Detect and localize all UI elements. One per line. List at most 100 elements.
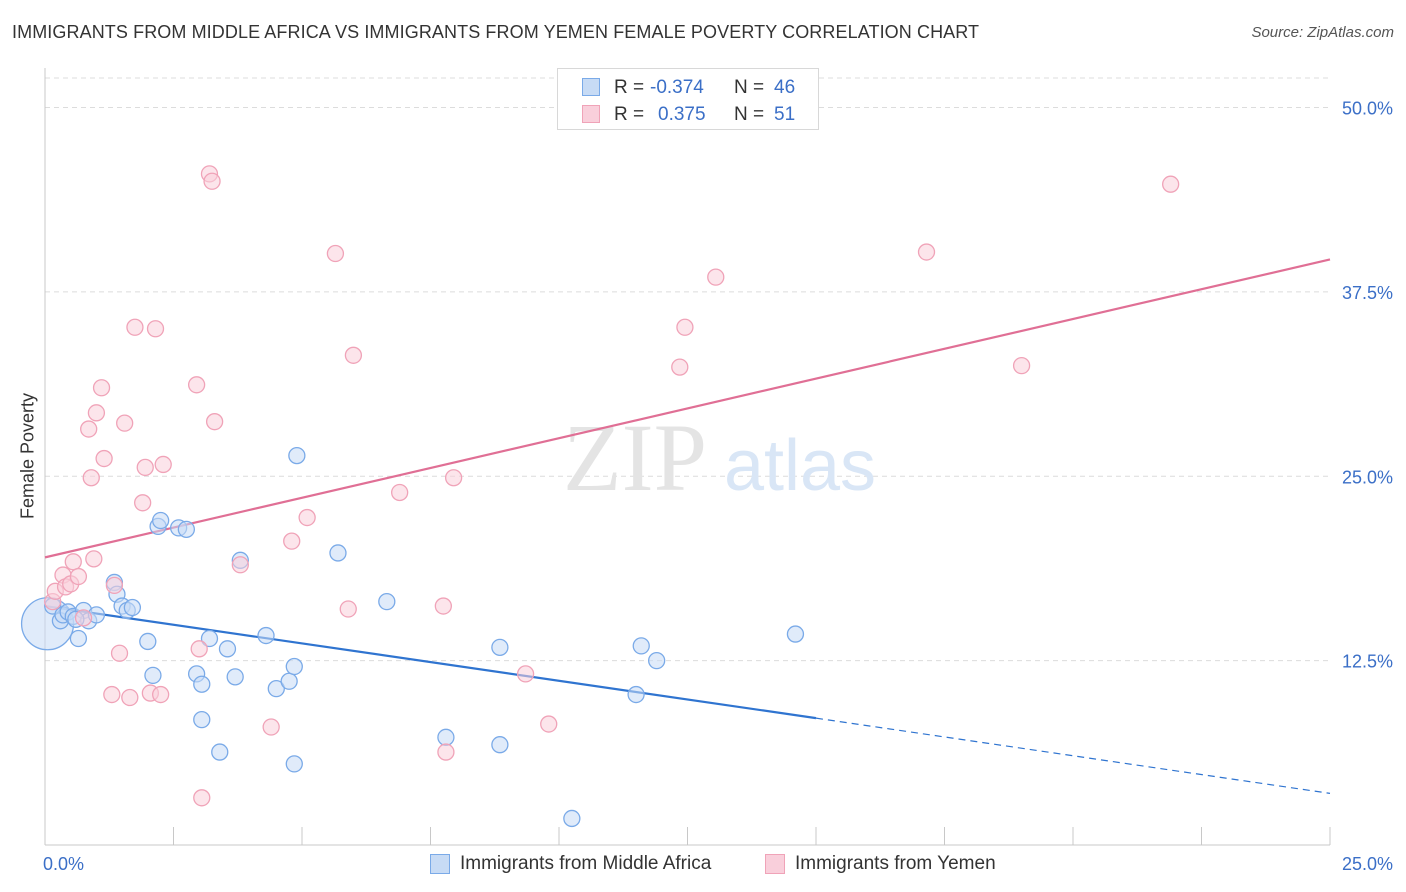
data-point-series-1 bbox=[1012, 356, 1031, 375]
data-point-series-0 bbox=[257, 626, 275, 645]
trend-line-0 bbox=[44, 604, 817, 720]
chart-source: Source: ZipAtlas.com bbox=[1251, 24, 1394, 41]
data-point-series-1 bbox=[339, 600, 357, 618]
data-point-series-0 bbox=[632, 637, 650, 655]
data-point-series-1 bbox=[87, 404, 106, 422]
data-point-series-0 bbox=[144, 666, 162, 685]
data-point-series-0 bbox=[267, 680, 285, 698]
data-point-series-1 bbox=[187, 376, 206, 394]
data-point-series-1 bbox=[516, 665, 535, 683]
data-point-series-1 bbox=[92, 379, 111, 397]
data-point-series-0 bbox=[786, 625, 805, 643]
legend-r-label: R = bbox=[614, 77, 645, 98]
watermark-zip: ZIP bbox=[563, 404, 707, 511]
data-point-series-0 bbox=[226, 668, 244, 686]
data-points bbox=[20, 165, 1180, 828]
data-point-series-0 bbox=[285, 657, 303, 676]
data-point-series-1 bbox=[95, 449, 113, 468]
data-point-series-1 bbox=[326, 244, 345, 263]
data-point-series-1 bbox=[262, 718, 280, 736]
data-point-series-1 bbox=[917, 243, 936, 261]
data-point-series-0 bbox=[288, 446, 306, 465]
legend-swatch-middle-africa bbox=[430, 854, 450, 874]
data-point-series-1 bbox=[676, 318, 694, 336]
data-point-series-0 bbox=[648, 651, 666, 670]
watermark: ZIP atlas bbox=[563, 404, 876, 511]
data-point-series-0 bbox=[280, 672, 298, 690]
axes bbox=[44, 68, 1331, 846]
x-tick-label: 0.0% bbox=[43, 854, 84, 874]
watermark-atlas: atlas bbox=[724, 426, 876, 506]
legend-label-yemen: Immigrants from Yemen bbox=[795, 853, 996, 874]
data-point-series-1 bbox=[121, 688, 139, 707]
data-point-series-0 bbox=[218, 640, 237, 658]
tick-labels: 12.5% 25.0% 37.5% 50.0% 0.0% 25.0% bbox=[43, 99, 1393, 875]
legend-swatch-yemen bbox=[582, 105, 600, 123]
data-point-series-1 bbox=[110, 644, 129, 662]
data-point-series-0 bbox=[193, 675, 211, 693]
data-point-series-1 bbox=[193, 789, 211, 807]
stats-legend: R = -0.374 N = 46 R = 0.375 N = 51 bbox=[557, 68, 819, 130]
data-point-series-1 bbox=[190, 640, 208, 658]
y-axis-label: Female Poverty bbox=[17, 392, 38, 520]
data-point-series-1 bbox=[151, 685, 170, 704]
data-point-series-0 bbox=[378, 592, 396, 611]
data-point-series-1 bbox=[146, 320, 165, 338]
data-point-series-0 bbox=[139, 632, 157, 651]
data-point-series-1 bbox=[205, 413, 224, 431]
y-tick-label: 50.0% bbox=[1342, 99, 1393, 119]
y-tick-label: 25.0% bbox=[1342, 467, 1393, 487]
data-point-series-1 bbox=[105, 576, 124, 595]
data-point-series-1 bbox=[80, 420, 98, 438]
data-point-series-1 bbox=[707, 268, 725, 286]
data-point-series-1 bbox=[126, 318, 144, 336]
data-point-series-0 bbox=[200, 629, 219, 648]
data-point-series-0 bbox=[151, 511, 170, 530]
data-point-series-1 bbox=[69, 567, 88, 586]
data-point-series-1 bbox=[540, 715, 558, 733]
data-point-series-1 bbox=[231, 556, 249, 574]
legend-label-middle-africa: Immigrants from Middle Africa bbox=[460, 853, 712, 874]
legend-r-value: 0.375 bbox=[658, 104, 706, 125]
data-point-series-1 bbox=[444, 469, 463, 487]
data-point-series-1 bbox=[437, 743, 455, 761]
data-point-series-0 bbox=[69, 629, 88, 648]
data-point-series-1 bbox=[116, 414, 134, 432]
data-point-series-1 bbox=[283, 532, 301, 550]
legend-r-label: R = bbox=[614, 104, 645, 125]
data-point-series-1 bbox=[74, 609, 93, 627]
legend-n-value: 46 bbox=[774, 77, 796, 98]
x-tick-label: 25.0% bbox=[1342, 854, 1393, 874]
data-point-series-0 bbox=[627, 685, 645, 704]
trend-line-extension-0 bbox=[815, 717, 1331, 794]
data-point-series-1 bbox=[154, 455, 172, 474]
data-point-series-1 bbox=[298, 508, 316, 527]
y-tick-label: 37.5% bbox=[1342, 283, 1393, 303]
data-point-series-1 bbox=[85, 550, 103, 568]
data-point-series-0 bbox=[491, 736, 509, 754]
data-point-series-1 bbox=[103, 685, 121, 704]
data-point-series-0 bbox=[285, 755, 303, 773]
data-point-series-1 bbox=[391, 483, 409, 502]
legend-r-value: -0.374 bbox=[650, 77, 704, 98]
data-point-series-1 bbox=[64, 553, 82, 571]
data-point-series-0 bbox=[211, 743, 229, 761]
data-point-series-0 bbox=[563, 809, 581, 828]
trend-lines bbox=[44, 258, 1331, 794]
legend-swatch-middle-africa bbox=[582, 78, 600, 96]
data-point-series-1 bbox=[82, 469, 100, 487]
data-point-series-0 bbox=[193, 710, 211, 729]
data-point-series-1 bbox=[203, 172, 221, 190]
data-point-series-1 bbox=[134, 494, 152, 512]
data-point-series-0 bbox=[437, 728, 455, 746]
data-point-series-0 bbox=[329, 544, 347, 562]
y-tick-label: 12.5% bbox=[1342, 652, 1393, 672]
data-point-series-1 bbox=[136, 458, 154, 477]
chart-title: IMMIGRANTS FROM MIDDLE AFRICA VS IMMIGRA… bbox=[12, 22, 980, 42]
legend-n-label: N = bbox=[734, 77, 765, 98]
data-point-series-0 bbox=[491, 638, 509, 656]
data-point-series-1 bbox=[344, 346, 363, 364]
data-point-series-0 bbox=[177, 520, 196, 538]
legend-swatch-yemen bbox=[765, 854, 785, 874]
